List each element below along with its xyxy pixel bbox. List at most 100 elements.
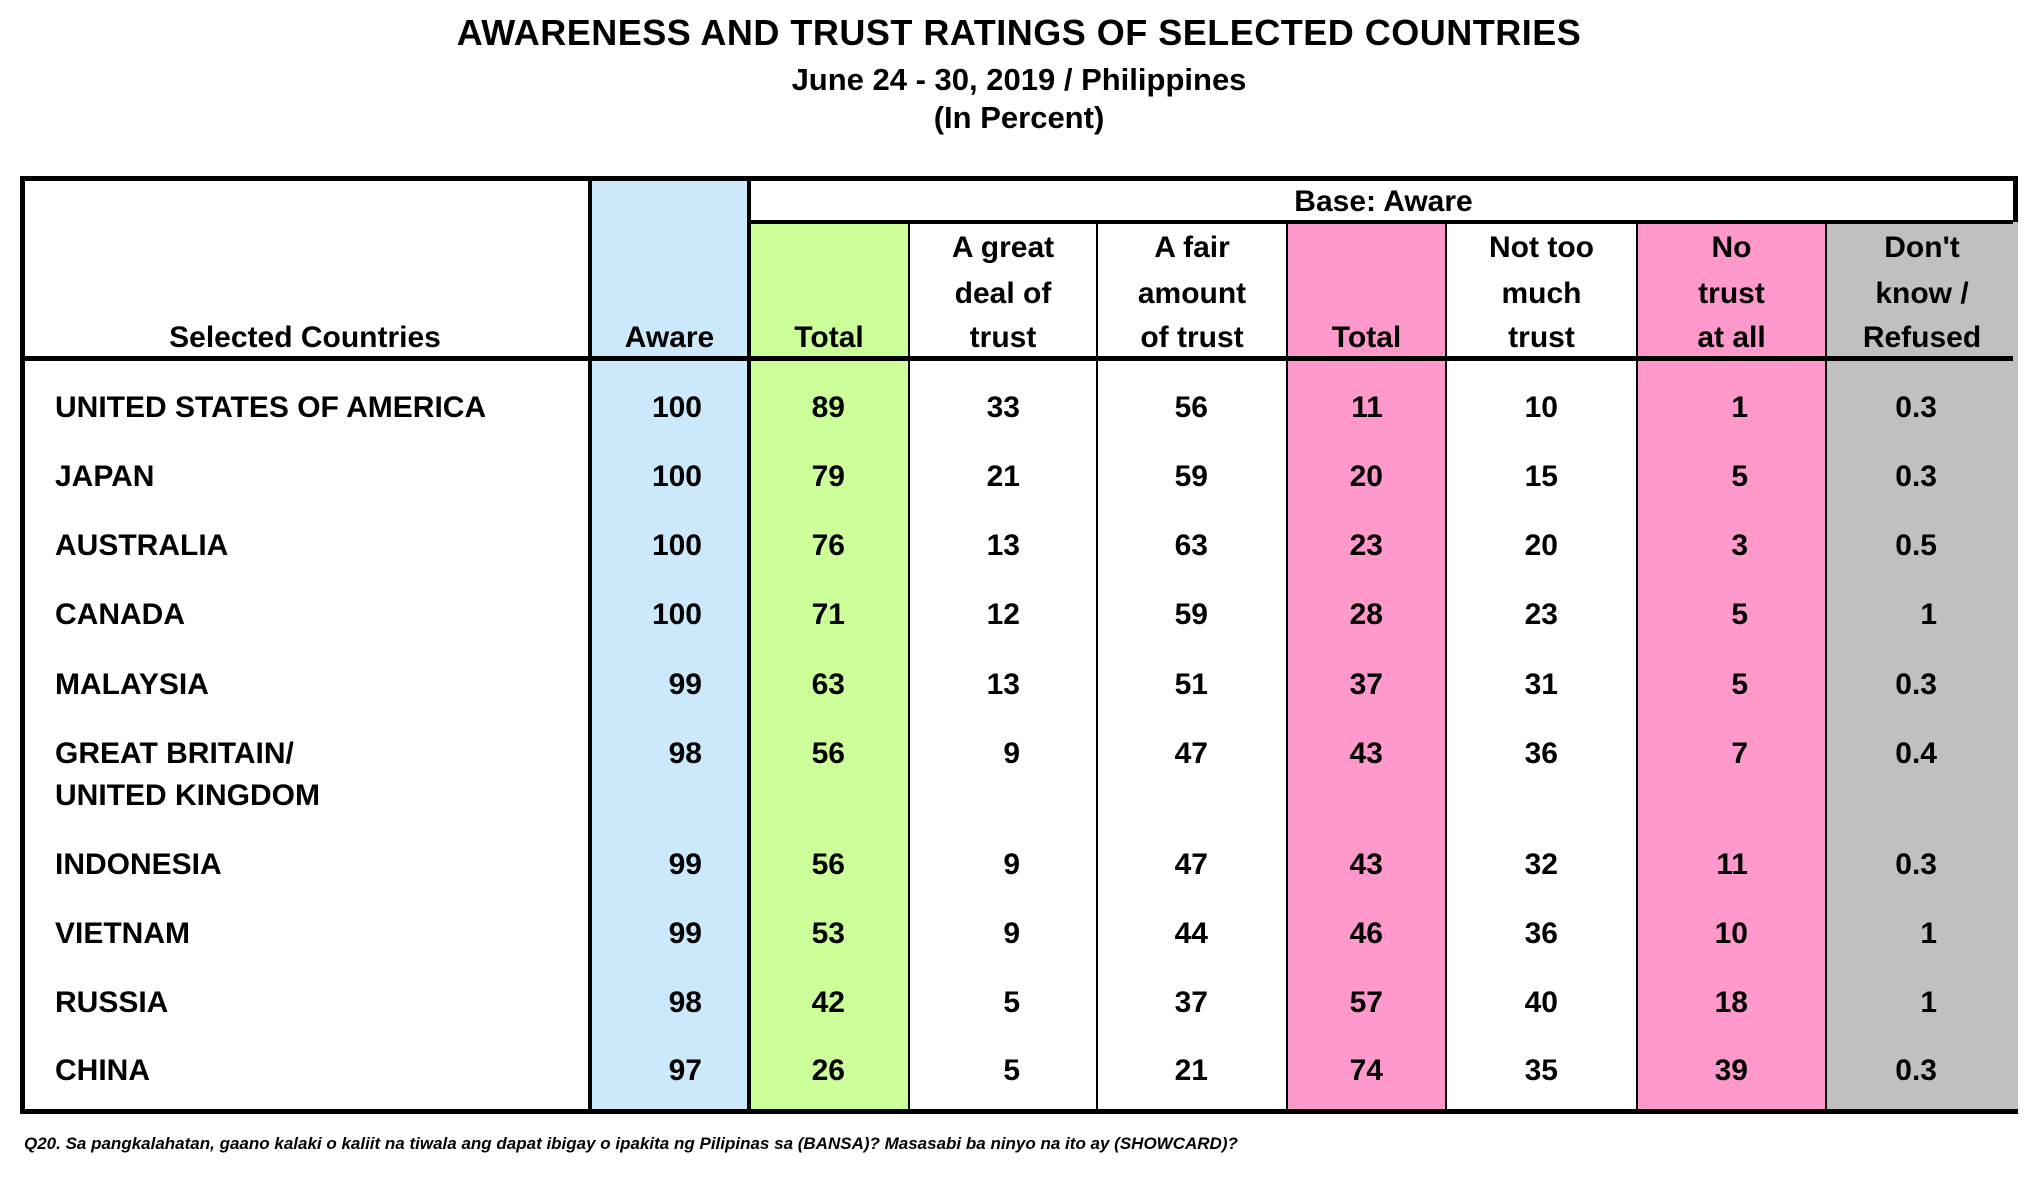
value-cell: 11	[1716, 848, 1748, 881]
country-name: JAPAN	[55, 460, 155, 493]
column-header: Refused	[1862, 321, 1982, 354]
value-cell: 9	[1003, 917, 1020, 950]
value-cell: 28	[1349, 598, 1383, 631]
column-header: trust	[1698, 277, 1765, 310]
value-cell: 9	[1003, 737, 1020, 770]
column-background	[749, 222, 909, 1109]
value-cell: 98	[668, 737, 702, 770]
value-cell: 43	[1349, 848, 1383, 881]
column-divider	[1636, 222, 1638, 1109]
value-cell: 0.3	[1895, 460, 1937, 493]
value-cell: 40	[1524, 986, 1558, 1019]
value-cell: 99	[668, 848, 702, 881]
value-cell: 97	[668, 1054, 702, 1087]
value-cell: 3	[1731, 529, 1748, 562]
column-header: A great	[951, 231, 1055, 264]
value-cell: 99	[668, 917, 702, 950]
value-cell: 44	[1174, 917, 1208, 950]
column-header: Aware	[624, 321, 715, 354]
column-divider	[1096, 222, 1098, 1109]
country-name: RUSSIA	[55, 986, 169, 1019]
value-cell: 36	[1524, 917, 1558, 950]
country-name: CHINA	[55, 1054, 150, 1087]
value-cell: 57	[1349, 986, 1383, 1019]
value-cell: 56	[1174, 391, 1208, 424]
value-cell: 23	[1349, 529, 1383, 562]
column-header: A fair	[1154, 231, 1230, 264]
value-cell: 5	[1003, 1054, 1020, 1087]
value-cell: 5	[1003, 986, 1020, 1019]
value-cell: 12	[986, 598, 1020, 631]
column-background	[590, 181, 749, 1109]
value-cell: 11	[1351, 391, 1383, 424]
value-cell: 1	[1920, 986, 1937, 1019]
column-header: Total	[794, 321, 864, 354]
value-cell: 5	[1731, 460, 1748, 493]
value-cell: 89	[811, 391, 845, 424]
value-cell: 0.3	[1895, 848, 1937, 881]
value-cell: 1	[1731, 391, 1748, 424]
value-cell: 100	[651, 391, 702, 424]
column-header: Don't	[1884, 231, 1960, 264]
column-header: Not too	[1489, 231, 1594, 264]
value-cell: 76	[811, 529, 845, 562]
country-name: UNITED STATES OF AMERICA	[55, 391, 487, 424]
column-header: much	[1501, 277, 1582, 310]
value-cell: 47	[1174, 848, 1208, 881]
value-cell: 100	[651, 529, 702, 562]
value-cell: 43	[1349, 737, 1383, 770]
column-divider	[747, 181, 751, 1109]
column-background	[1826, 222, 2018, 1109]
value-cell: 10	[1714, 917, 1748, 950]
value-cell: 59	[1174, 598, 1208, 631]
value-cell: 33	[986, 391, 1020, 424]
value-cell: 63	[811, 668, 845, 701]
country-name: AUSTRALIA	[55, 529, 229, 562]
value-cell: 32	[1524, 848, 1558, 881]
ratings-table: Base: Aware Selected Countries Aware Total A…	[20, 176, 2018, 1114]
value-cell: 31	[1524, 668, 1558, 701]
column-header: trust	[1508, 321, 1575, 354]
column-divider	[908, 222, 910, 1109]
value-cell: 51	[1174, 668, 1208, 701]
value-cell: 0.3	[1895, 1054, 1937, 1087]
value-cell: 1	[1920, 917, 1937, 950]
column-background	[1287, 222, 1446, 1109]
group-header-base-aware: Base: Aware	[1294, 185, 1473, 218]
value-cell: 26	[811, 1054, 845, 1087]
value-cell: 100	[651, 460, 702, 493]
value-cell: 39	[1714, 1054, 1748, 1087]
unit-label: (In Percent)	[933, 100, 1105, 135]
value-cell: 56	[811, 737, 845, 770]
country-name: INDONESIA	[55, 848, 222, 881]
value-cell: 15	[1524, 460, 1558, 493]
value-cell: 37	[1349, 668, 1383, 701]
value-cell: 71	[811, 598, 845, 631]
header-divider	[25, 356, 2013, 361]
group-header-divider	[749, 220, 2013, 224]
column-header: of trust	[1140, 321, 1244, 354]
value-cell: 99	[668, 668, 702, 701]
value-cell: 23	[1524, 598, 1558, 631]
value-cell: 47	[1174, 737, 1208, 770]
country-name: CANADA	[55, 598, 185, 631]
column-header: No	[1711, 231, 1752, 264]
value-cell: 10	[1524, 391, 1558, 424]
value-cell: 0.4	[1895, 737, 1937, 770]
column-header: amount	[1137, 277, 1247, 310]
value-cell: 63	[1174, 529, 1208, 562]
value-cell: 0.5	[1895, 529, 1937, 562]
value-cell: 35	[1524, 1054, 1558, 1087]
value-cell: 21	[986, 460, 1020, 493]
column-header: know /	[1875, 277, 1969, 310]
page-title: AWARENESS AND TRUST RATINGS OF SELECTED …	[456, 12, 1582, 53]
column-header: Selected Countries	[169, 321, 441, 354]
value-cell: 100	[651, 598, 702, 631]
value-cell: 42	[811, 986, 845, 1019]
value-cell: 18	[1714, 986, 1748, 1019]
value-cell: 1	[1920, 598, 1937, 631]
value-cell: 79	[811, 460, 845, 493]
value-cell: 36	[1524, 737, 1558, 770]
value-cell: 0.3	[1895, 668, 1937, 701]
value-cell: 56	[811, 848, 845, 881]
